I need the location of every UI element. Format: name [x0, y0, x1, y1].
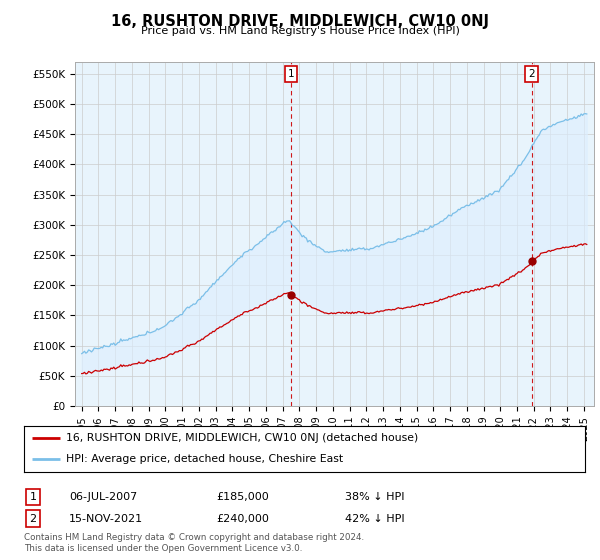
Text: 38% ↓ HPI: 38% ↓ HPI [345, 492, 404, 502]
Text: 16, RUSHTON DRIVE, MIDDLEWICH, CW10 0NJ (detached house): 16, RUSHTON DRIVE, MIDDLEWICH, CW10 0NJ … [66, 433, 418, 443]
Text: Contains HM Land Registry data © Crown copyright and database right 2024.
This d: Contains HM Land Registry data © Crown c… [24, 533, 364, 553]
Text: 2: 2 [529, 69, 535, 79]
Text: 1: 1 [287, 69, 294, 79]
Text: 06-JUL-2007: 06-JUL-2007 [69, 492, 137, 502]
Text: £240,000: £240,000 [216, 514, 269, 524]
Text: £185,000: £185,000 [216, 492, 269, 502]
Text: 15-NOV-2021: 15-NOV-2021 [69, 514, 143, 524]
Text: 1: 1 [29, 492, 37, 502]
Text: Price paid vs. HM Land Registry's House Price Index (HPI): Price paid vs. HM Land Registry's House … [140, 26, 460, 36]
Text: HPI: Average price, detached house, Cheshire East: HPI: Average price, detached house, Ches… [66, 454, 343, 464]
Text: 16, RUSHTON DRIVE, MIDDLEWICH, CW10 0NJ: 16, RUSHTON DRIVE, MIDDLEWICH, CW10 0NJ [111, 14, 489, 29]
Text: 2: 2 [29, 514, 37, 524]
Text: 42% ↓ HPI: 42% ↓ HPI [345, 514, 404, 524]
